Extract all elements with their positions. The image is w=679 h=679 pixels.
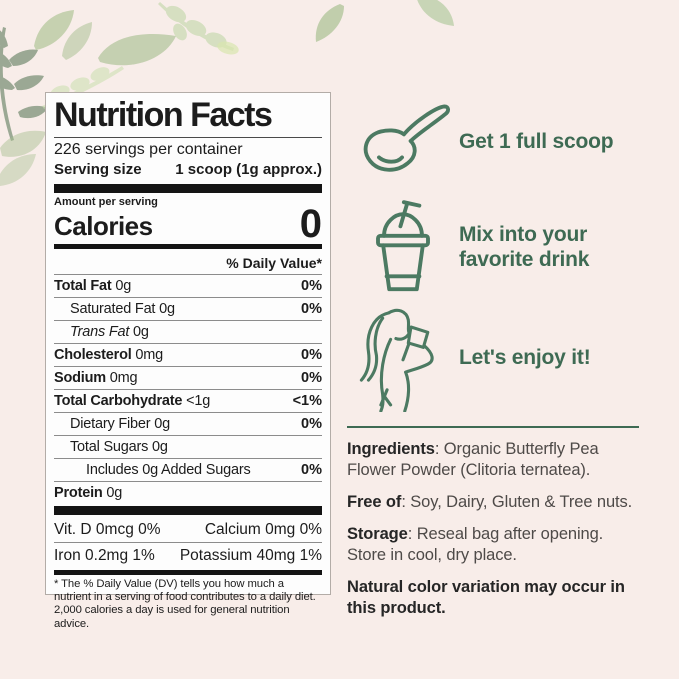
nutrient-row-protein: Protein 0g	[54, 480, 322, 504]
nutrient-row-dietary-fiber: Dietary Fiber 0g 0%	[54, 411, 322, 435]
color-variation-note: Natural color variation may occur in thi…	[347, 577, 625, 617]
nutrient-row-saturated-fat: Saturated Fat 0g 0%	[54, 296, 322, 320]
step-get-scoop: Get 1 full scoop	[347, 90, 639, 194]
medium-divider-bar	[54, 243, 322, 249]
serving-size-row: Serving size 1 scoop (1g approx.)	[54, 161, 322, 182]
medium-divider-bar	[54, 569, 322, 575]
nutrient-row-total-sugars: Total Sugars 0g	[54, 434, 322, 458]
leaf-decoration	[98, 34, 176, 66]
usage-instructions-panel: Get 1 full scoop Mix into your favorite …	[347, 90, 639, 630]
daily-value-percent: 0%	[301, 277, 322, 294]
sprig-decoration	[158, 2, 239, 55]
nutrition-facts-label: Nutrition Facts 226 servings per contain…	[45, 92, 331, 630]
product-info: Ingredients: Organic Butterfly Pea Flowe…	[347, 439, 639, 619]
iron-value: Iron 0.2mg 1%	[54, 546, 155, 564]
amount-per-serving-label: Amount per serving	[54, 195, 158, 208]
nutrient-row-total-carbohydrate: Total Carbohydrate <1g <1%	[54, 388, 322, 412]
nutrient-row-trans-fat: Trans Fat 0g	[54, 319, 322, 343]
serving-size-label: Serving size	[54, 160, 142, 178]
step-enjoy: Let's enjoy it!	[347, 300, 639, 416]
scoop-icon	[363, 104, 450, 172]
leaf-decoration	[315, 4, 344, 42]
leaf-decoration	[0, 130, 46, 186]
daily-value-percent: 0%	[301, 415, 322, 432]
micronutrient-row-1: Vit. D 0mcg 0% Calcium 0mg 0%	[54, 517, 322, 542]
daily-value-footnote: * The % Daily Value (DV) tells you how m…	[54, 577, 316, 630]
potassium-value: Potassium 40mg 1%	[179, 546, 322, 564]
calcium-value: Calcium 0mg 0%	[204, 520, 322, 538]
servings-per-container: 226 servings per container	[54, 140, 243, 158]
leaf-decoration	[34, 10, 92, 60]
nutrient-row-added-sugars: Includes 0g Added Sugars 0%	[54, 457, 322, 481]
ingredients-text: Ingredients: Organic Butterfly Pea Flowe…	[347, 440, 599, 479]
micronutrient-row-2: Iron 0.2mg 1% Potassium 40mg 1%	[54, 541, 322, 568]
calories-value: 0	[299, 201, 322, 246]
nutrition-facts-title: Nutrition Facts	[54, 97, 322, 138]
step-text: Let's enjoy it!	[459, 346, 591, 370]
step-text: Mix into your favorite drink	[459, 222, 590, 271]
step-mix-drink: Mix into your favorite drink	[347, 194, 639, 300]
thick-divider-bar	[54, 505, 322, 515]
nutrient-row-cholesterol: Cholesterol 0mg 0%	[54, 342, 322, 366]
person-drinking-icon	[359, 308, 434, 412]
serving-size-value: 1 scoop (1g approx.)	[175, 160, 322, 178]
daily-value-percent: 0%	[301, 300, 322, 317]
calories-row: Calories 0	[54, 201, 322, 246]
free-of-text: Free of: Soy, Dairy, Gluten & Tree nuts.	[347, 492, 633, 511]
calories-label: Calories	[54, 210, 153, 241]
daily-value-percent: 0%	[301, 346, 322, 363]
leaf-decoration	[417, 0, 454, 26]
step-text: Get 1 full scoop	[459, 130, 614, 154]
daily-value-percent: 0%	[301, 461, 322, 478]
nutrient-row-total-fat: Total Fat 0g 0%	[54, 273, 322, 297]
daily-value-header: % Daily Value*	[226, 254, 322, 271]
nutrient-row-sodium: Sodium 0mg 0%	[54, 365, 322, 389]
daily-value-percent: <1%	[292, 392, 322, 409]
drink-cup-icon	[376, 200, 430, 292]
thick-divider-bar	[54, 183, 322, 193]
vitamin-d-value: Vit. D 0mcg 0%	[54, 520, 161, 538]
storage-text: Storage: Reseal bag after opening. Store…	[347, 524, 604, 564]
section-divider	[347, 426, 639, 428]
daily-value-percent: 0%	[301, 369, 322, 386]
